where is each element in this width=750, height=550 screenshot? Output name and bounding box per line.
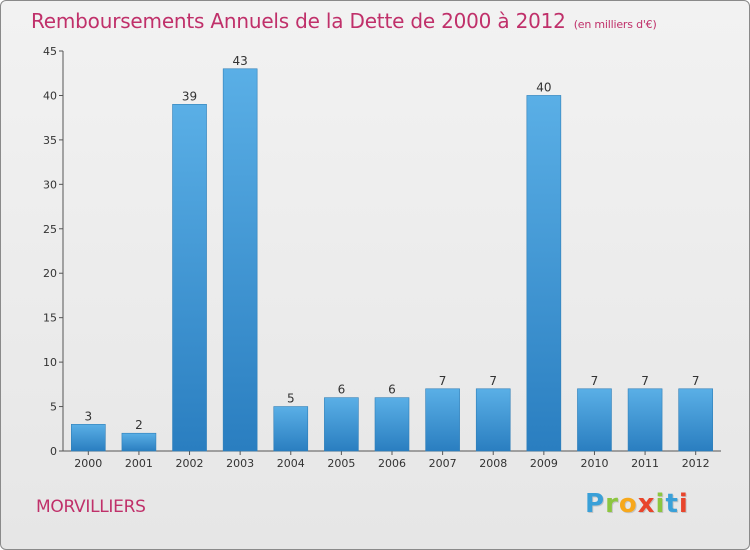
bar-2009 <box>526 95 562 452</box>
data-label-2002: 39 <box>182 89 197 103</box>
x-tick-label-2000: 2000 <box>74 457 102 470</box>
logo-letter: t <box>665 489 679 519</box>
y-tick-label: 5 <box>50 401 57 414</box>
bar-2006 <box>374 397 410 452</box>
x-tick-label-2007: 2007 <box>429 457 457 470</box>
logo-letter: x <box>637 489 656 519</box>
x-tick-label-2004: 2004 <box>277 457 305 470</box>
logo-letter: i <box>678 489 689 519</box>
data-label-2012: 7 <box>692 374 700 388</box>
proxiti-logo: Proxiti <box>585 489 689 519</box>
x-tick-label-2003: 2003 <box>226 457 254 470</box>
logo-letter: r <box>605 489 619 519</box>
x-tick-label-2005: 2005 <box>327 457 355 470</box>
x-tick-label-2009: 2009 <box>530 457 558 470</box>
bar-2010 <box>577 388 612 452</box>
data-label-2001: 2 <box>135 418 143 432</box>
y-tick-label: 15 <box>43 312 57 325</box>
data-label-2004: 5 <box>287 392 295 406</box>
chart-title-text: Remboursements Annuels de la Dette de 20… <box>31 9 566 33</box>
x-tick-label-2006: 2006 <box>378 457 406 470</box>
chart-subtitle: (en milliers d'€) <box>573 18 657 31</box>
x-tick-label-2012: 2012 <box>682 457 710 470</box>
bar-2002 <box>172 104 207 452</box>
data-label-2007: 7 <box>439 374 447 388</box>
chart-title: Remboursements Annuels de la Dette de 20… <box>31 9 657 33</box>
chart-bars <box>71 68 713 452</box>
data-label-2008: 7 <box>489 374 497 388</box>
y-tick-label: 25 <box>43 223 57 236</box>
data-label-2006: 6 <box>388 383 396 397</box>
data-label-2003: 43 <box>233 54 248 68</box>
bar-2000 <box>71 424 106 452</box>
y-tick-label: 20 <box>43 267 57 280</box>
y-tick-label: 40 <box>43 89 57 102</box>
x-tick-label-2001: 2001 <box>125 457 153 470</box>
data-label-2010: 7 <box>591 374 599 388</box>
bar-2011 <box>627 388 663 452</box>
commune-name: MORVILLIERS <box>36 497 146 517</box>
logo-letter: P <box>585 489 606 519</box>
bar-2005 <box>324 397 359 452</box>
y-tick-label: 45 <box>43 45 57 58</box>
x-tick-label-2008: 2008 <box>479 457 507 470</box>
y-tick-label: 10 <box>43 356 57 369</box>
bar-2007 <box>425 388 460 452</box>
bar-2001 <box>121 432 157 452</box>
data-label-2000: 3 <box>84 409 92 423</box>
logo-letter: i <box>655 489 666 519</box>
data-label-2009: 40 <box>536 80 551 94</box>
chart-data-labels: 3 2000 2 2001 39 2002 43 2003 5 2004 6 2005 6 2006 7 20… <box>74 54 709 470</box>
y-tick-label: 0 <box>50 445 57 458</box>
logo-letter: o <box>618 489 638 519</box>
bar-2004 <box>273 406 309 452</box>
x-tick-label-2002: 2002 <box>176 457 204 470</box>
bar-2008 <box>475 388 511 452</box>
bar-2012 <box>678 388 713 452</box>
x-tick-label-2011: 2011 <box>631 457 659 470</box>
x-tick-label-2010: 2010 <box>580 457 608 470</box>
data-label-2005: 6 <box>338 383 346 397</box>
bar-2003 <box>222 68 258 452</box>
y-tick-label: 30 <box>43 178 57 191</box>
data-label-2011: 7 <box>641 374 649 388</box>
y-tick-label: 35 <box>43 134 57 147</box>
